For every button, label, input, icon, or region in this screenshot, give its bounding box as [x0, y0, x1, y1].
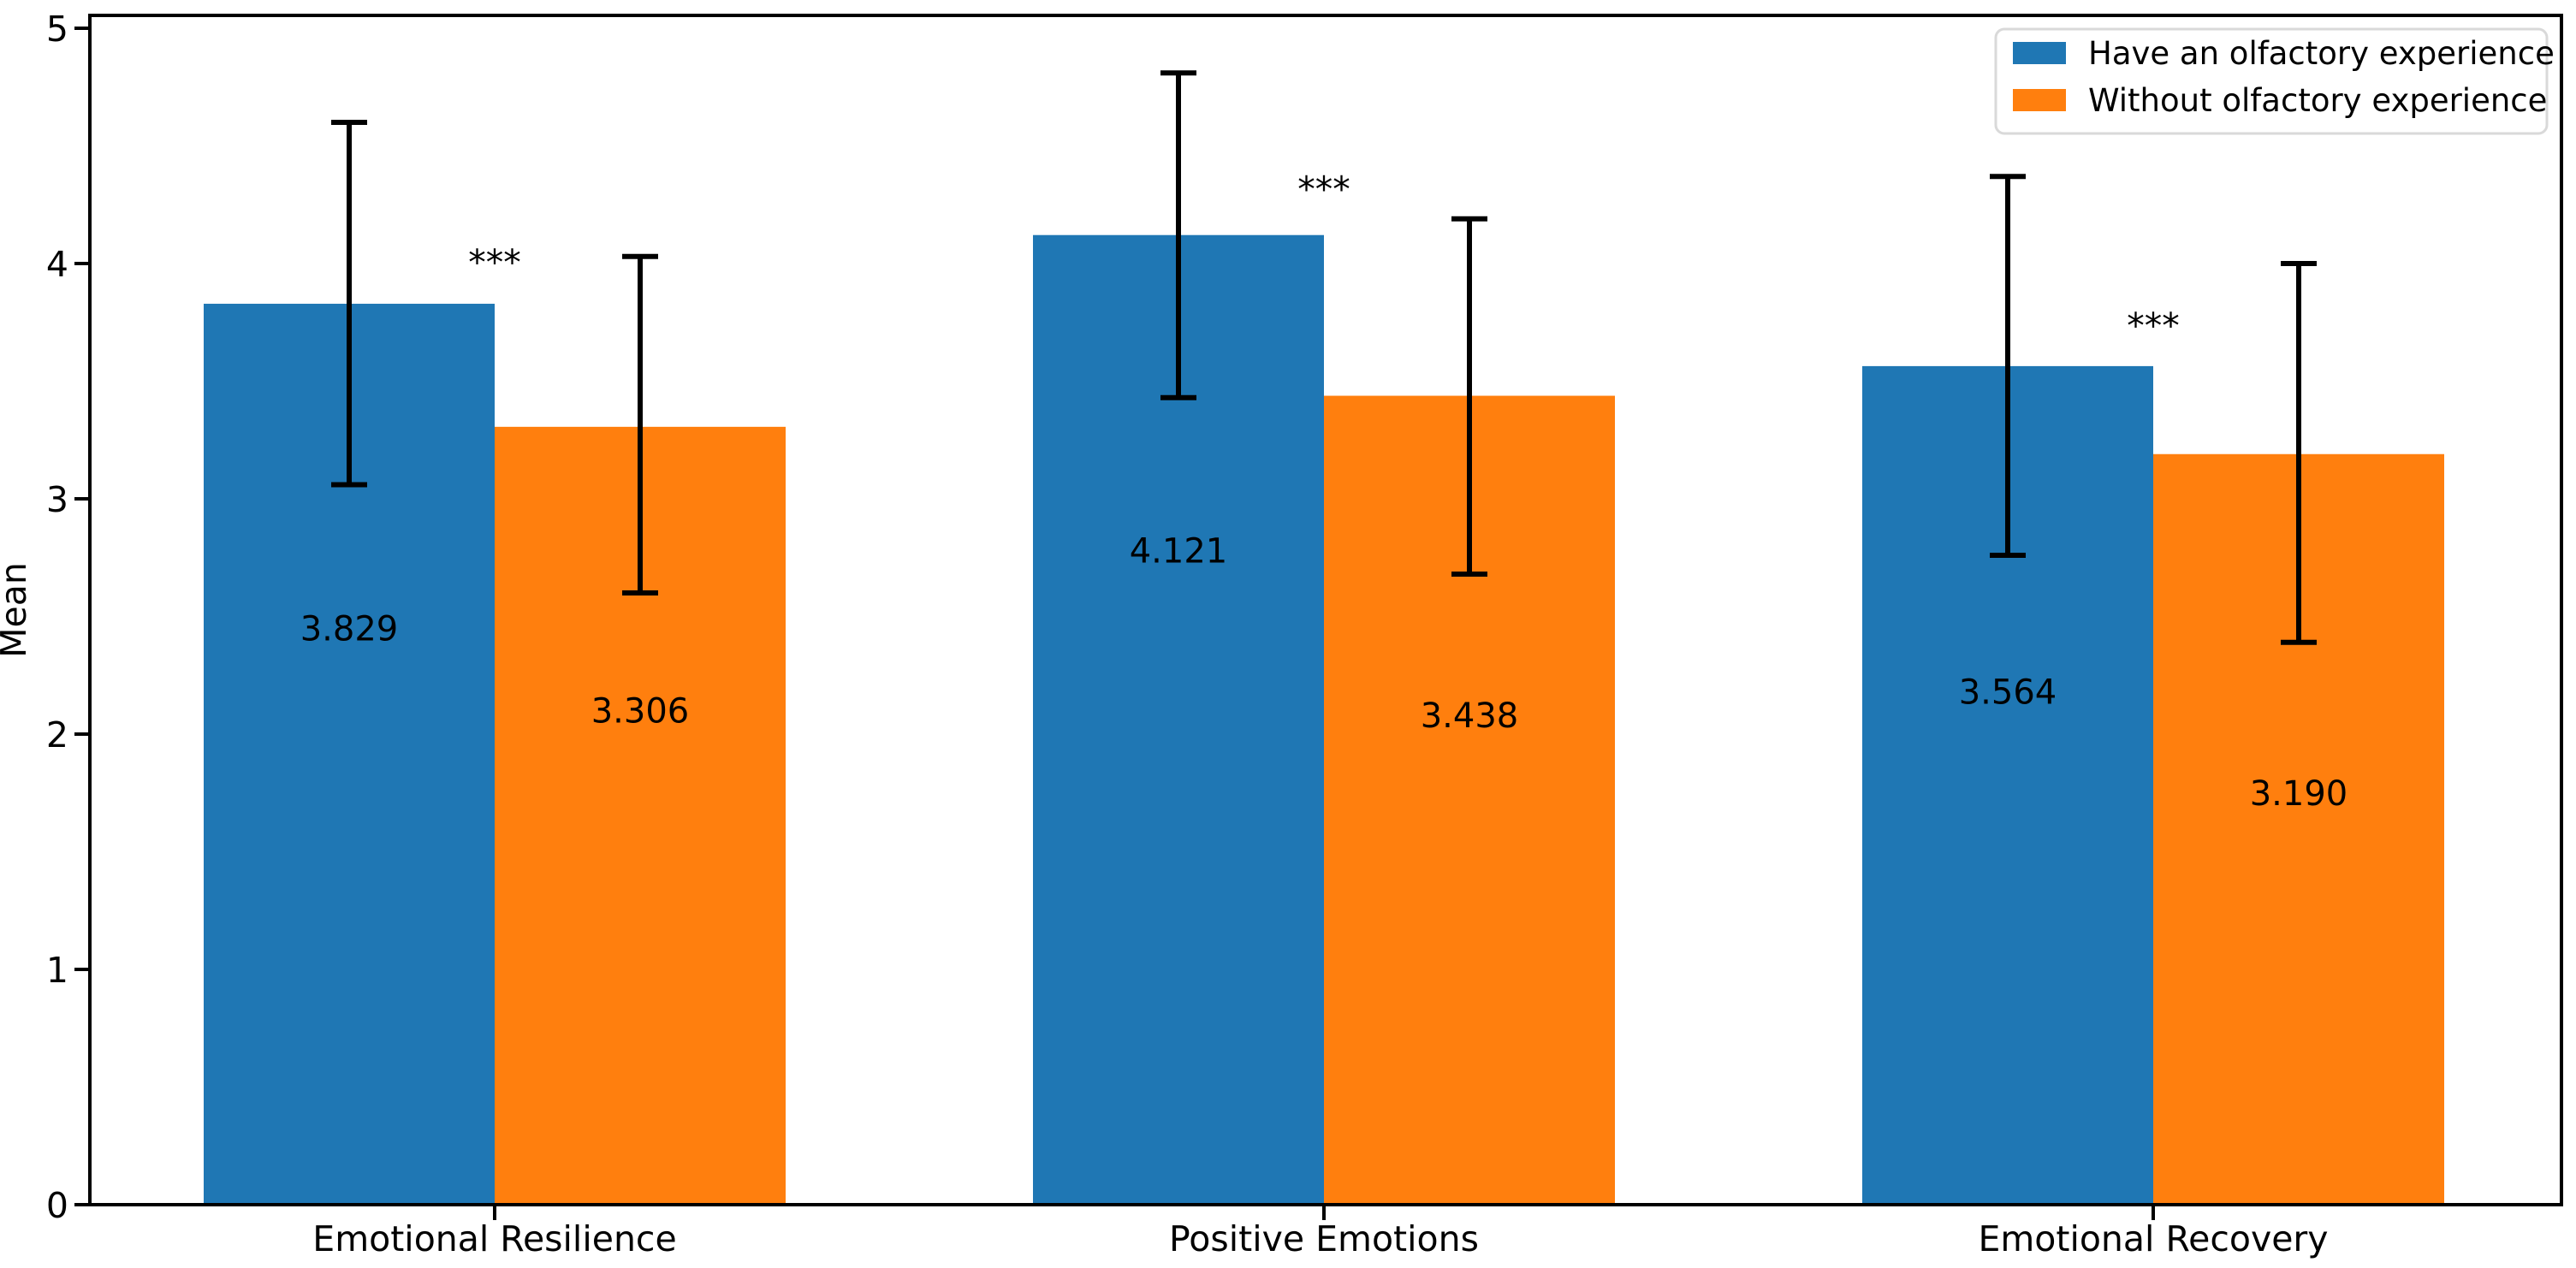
y-tick-label-1: 1 — [46, 950, 68, 991]
significance-marker-2: *** — [2127, 305, 2180, 347]
legend-label-1: Without olfactory experience — [2088, 82, 2547, 119]
significance-marker-1: *** — [1297, 169, 1350, 210]
error-bar-have-olfactory-1 — [1160, 70, 1196, 400]
x-tick-label-0: Emotional Resilience — [312, 1218, 676, 1259]
y-tick-label-5: 5 — [46, 9, 68, 50]
y-tick-label-3: 3 — [46, 479, 68, 520]
value-label-have-olfactory-0: 3.829 — [300, 609, 399, 649]
error-bar-without-olfactory-0 — [622, 253, 658, 595]
value-label-have-olfactory-2: 3.564 — [1959, 673, 2057, 713]
error-bar-without-olfactory-1 — [1451, 216, 1487, 577]
legend-box — [1994, 27, 2549, 135]
y-axis-label: Mean — [0, 562, 34, 658]
legend-label-0: Have an olfactory experience — [2088, 35, 2555, 72]
value-label-have-olfactory-1: 4.121 — [1130, 532, 1228, 572]
legend-swatch-1 — [2013, 89, 2066, 111]
x-tick-label-2: Emotional Recovery — [1978, 1218, 2328, 1259]
legend: Have an olfactory experience Without olfa… — [1994, 27, 2555, 135]
x-tick-label-1: Positive Emotions — [1169, 1218, 1479, 1259]
error-bar-have-olfactory-2 — [1990, 174, 2026, 558]
significance-marker-0: *** — [468, 242, 521, 283]
error-bar-without-olfactory-2 — [2281, 261, 2317, 645]
y-tick-label-4: 4 — [46, 244, 68, 285]
value-label-without-olfactory-2: 3.190 — [2250, 774, 2348, 814]
error-bar-have-olfactory-0 — [331, 120, 367, 488]
value-label-without-olfactory-1: 3.438 — [1421, 696, 1519, 736]
y-tick-label-2: 2 — [46, 714, 68, 755]
legend-swatch-0 — [2013, 42, 2066, 64]
y-tick-label-0: 0 — [46, 1185, 68, 1226]
value-label-without-olfactory-0: 3.306 — [591, 692, 690, 732]
